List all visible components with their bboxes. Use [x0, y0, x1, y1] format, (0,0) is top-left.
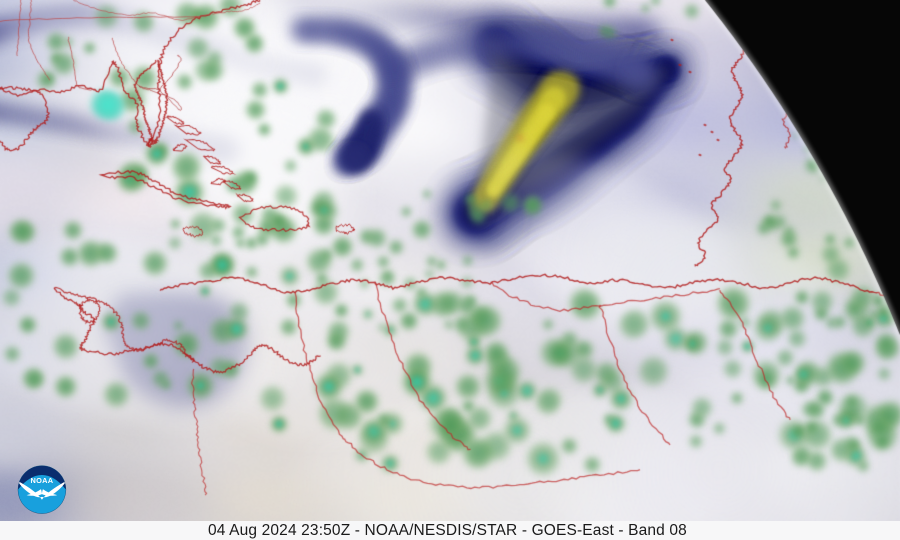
svg-text:NOAA: NOAA — [30, 476, 53, 485]
